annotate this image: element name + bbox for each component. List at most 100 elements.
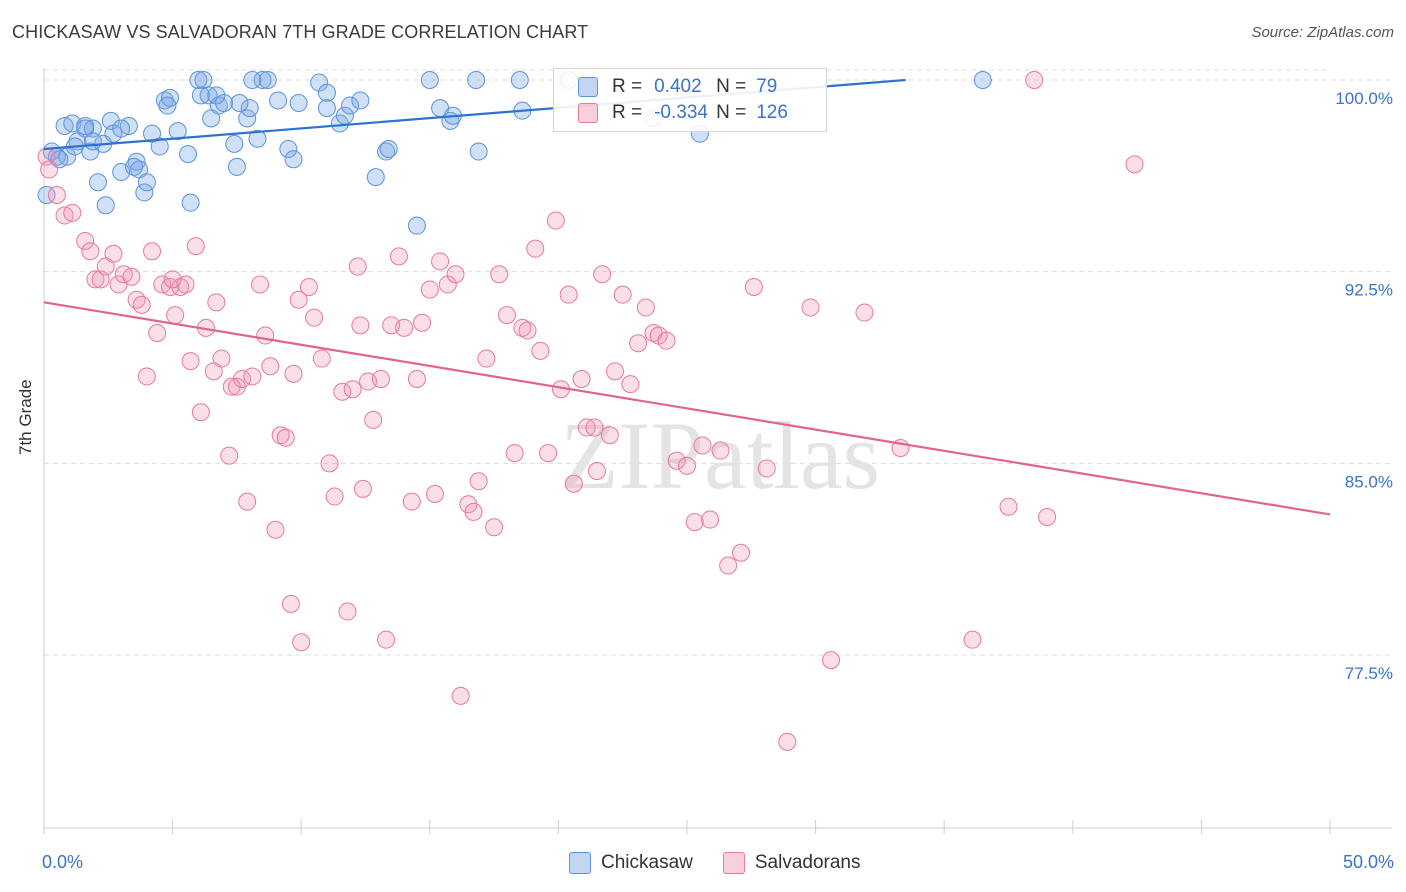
- salvadoran-point: [137, 367, 156, 386]
- salvadoran-point: [132, 295, 151, 314]
- point-layer: [37, 71, 1144, 751]
- salvadoran-point: [256, 326, 275, 345]
- chickasaw-point: [194, 71, 213, 89]
- chart-title: CHICKASAW VS SALVADORAN 7TH GRADE CORREL…: [12, 22, 589, 42]
- salvadoran-point: [572, 370, 591, 388]
- salvadoran-point: [233, 370, 252, 388]
- chickasaw-point: [96, 196, 115, 215]
- salvadoran-point: [711, 441, 730, 460]
- salvadoran-point: [1025, 71, 1044, 89]
- salvadoran-point: [343, 380, 362, 399]
- salvadoran-point: [693, 436, 712, 455]
- salvadoran-point: [122, 267, 141, 286]
- chickasaw-point: [209, 96, 228, 115]
- salvadoran-point: [261, 357, 280, 376]
- legend-r-label: R =: [612, 76, 643, 97]
- salvadoran-point: [348, 257, 367, 276]
- chickasaw-point: [407, 216, 426, 235]
- chickasaw-point: [317, 99, 336, 118]
- chickasaw-point: [341, 96, 360, 115]
- salvadoran-point: [402, 492, 421, 511]
- salvadoran-point: [353, 479, 372, 498]
- chickasaw-point: [366, 168, 385, 187]
- chickasaw-point: [168, 122, 187, 141]
- salvadoran-point: [76, 232, 95, 250]
- salvadoran-point: [801, 298, 820, 317]
- salvadoran-point: [719, 556, 738, 575]
- salvadoran-point: [559, 285, 578, 304]
- chickasaw-point: [238, 109, 257, 128]
- salvadoran-point: [305, 308, 324, 327]
- chickasaw-point: [112, 119, 131, 138]
- chickasaw-point: [284, 150, 303, 169]
- salvadoran-point: [81, 242, 100, 261]
- chickasaw-point: [230, 94, 249, 112]
- x-axis-min-label: 0.0%: [42, 852, 84, 872]
- chickasaw-point: [137, 173, 156, 192]
- y-tick-label: 100.0%: [1335, 89, 1393, 108]
- axis-layer: [43, 68, 1392, 834]
- y-axis-label: 7th Grade: [16, 379, 35, 455]
- source-label: Source: ZipAtlas.com: [1251, 24, 1394, 41]
- salvadoran-point: [1125, 155, 1144, 174]
- chickasaw-point: [467, 71, 486, 89]
- salvadoran-point: [271, 426, 290, 445]
- chickasaw-point: [379, 140, 398, 158]
- chickasaw-point: [351, 91, 370, 110]
- y-tick-label: 77.5%: [1345, 664, 1393, 683]
- salvadoran-point: [778, 732, 797, 751]
- legend-swatch-chickasaw: [569, 852, 591, 874]
- legend-r-label: R =: [612, 102, 643, 123]
- salvadoran-point: [505, 444, 524, 463]
- chickasaw-point: [269, 91, 288, 110]
- salvadoran-point: [181, 352, 200, 371]
- salvadoran-point: [701, 510, 720, 529]
- chickasaw-point: [158, 96, 177, 115]
- chickasaw-point: [83, 119, 102, 138]
- legend-n-label: N =: [716, 102, 747, 123]
- salvadoran-point: [636, 298, 655, 317]
- chickasaw-point: [289, 94, 308, 112]
- salvadoran-point: [284, 364, 303, 383]
- salvadoran-point: [251, 275, 270, 294]
- salvadoran-point: [325, 487, 344, 506]
- salvadoran-point: [678, 456, 696, 475]
- salvadoran-point: [587, 462, 606, 480]
- tick-layer: 100.0% 92.5% 85.0% 77.5%: [1335, 89, 1393, 683]
- legend-n-label: N =: [716, 76, 747, 97]
- salvadoran-point: [667, 451, 686, 470]
- salvadoran-point: [86, 270, 105, 289]
- salvadoran-point: [312, 349, 331, 368]
- legend-n-value: 79: [756, 76, 778, 97]
- salvadoran-point: [320, 454, 339, 473]
- salvadoran-point: [338, 602, 357, 621]
- salvadoran-point: [464, 502, 483, 521]
- salvadoran-point: [593, 265, 612, 284]
- chickasaw-point: [243, 71, 262, 89]
- salvadoran-point: [425, 485, 444, 503]
- chickasaw-point: [240, 99, 259, 118]
- chickasaw-point: [253, 71, 272, 89]
- salvadoran-point: [266, 520, 285, 539]
- series-legend: Chickasaw Salvadorans: [569, 852, 891, 874]
- salvadoran-point: [526, 239, 545, 258]
- salvadoran-point: [485, 518, 504, 537]
- y-tick-label: 92.5%: [1345, 281, 1393, 300]
- salvadoran-point: [438, 275, 457, 294]
- chickasaw-point: [37, 186, 56, 204]
- chickasaw-point: [377, 142, 396, 161]
- salvadoran-point: [166, 306, 185, 325]
- salvadoran-point: [104, 244, 123, 263]
- chickasaw-point: [248, 129, 267, 148]
- y-tick-label: 85.0%: [1345, 472, 1393, 491]
- salvadoran-point: [276, 428, 295, 447]
- salvadoran-point: [531, 341, 550, 360]
- salvadoran-point: [238, 492, 257, 511]
- legend-item-salvadorans: Salvadorans: [722, 852, 861, 874]
- salvadoran-point: [657, 331, 676, 350]
- chickasaw-point: [155, 91, 174, 110]
- salvadoran-point: [407, 370, 426, 388]
- salvadoran-point: [377, 630, 396, 649]
- legend-row-chickasaw: R = 0.402 N = 79: [578, 75, 777, 99]
- chickasaw-point: [89, 173, 108, 192]
